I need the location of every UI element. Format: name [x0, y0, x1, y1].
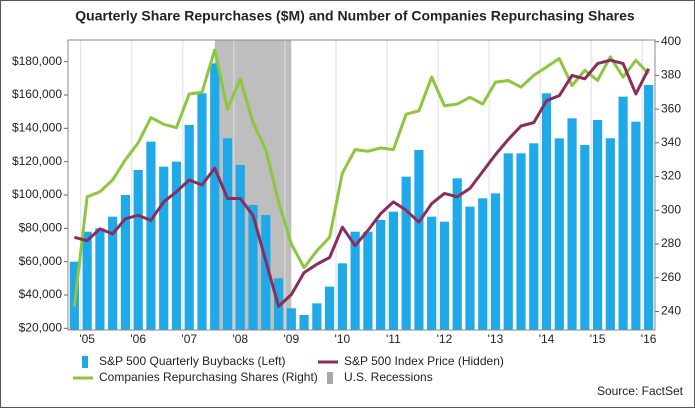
bar: [631, 121, 641, 331]
bar: [363, 231, 373, 330]
y-tick-label: $40,000: [19, 287, 63, 301]
bar: [401, 176, 411, 330]
y2-tick-label: 360: [661, 101, 681, 115]
bar: [478, 198, 488, 330]
y2-tick-label: 380: [661, 68, 681, 82]
y-tick-label: $100,000: [12, 187, 62, 201]
legend-swatch: [82, 356, 88, 368]
bar: [414, 150, 424, 330]
bar: [222, 138, 233, 330]
bar: [388, 211, 398, 330]
bar: [210, 63, 220, 330]
bar: [159, 166, 169, 330]
bar: [580, 145, 590, 330]
bar: [516, 153, 526, 330]
y2-tick-label: 260: [661, 270, 681, 284]
line: [72, 48, 650, 307]
y-tick-label: $60,000: [19, 254, 63, 268]
y-tick-label: $180,000: [12, 54, 62, 68]
bar: [350, 231, 360, 330]
legend-label: U.S. Recessions: [344, 370, 433, 384]
y-tick-label: $20,000: [19, 321, 63, 335]
x-tick-label: '06: [130, 332, 146, 346]
bar: [95, 228, 105, 330]
bar: [427, 216, 437, 330]
bar: [299, 315, 309, 330]
bar: [146, 141, 156, 330]
y2-tick-label: 340: [661, 135, 681, 149]
bar: [618, 96, 628, 331]
x-tick-label: '05: [79, 332, 95, 346]
line: [73, 58, 650, 308]
legend-label: Companies Repurchasing Shares (Right): [99, 370, 318, 384]
bar: [465, 206, 475, 330]
x-tick-label: '15: [590, 332, 606, 346]
x-tick-label: '10: [335, 332, 351, 346]
bar: [133, 170, 143, 330]
bar: [325, 286, 335, 330]
x-tick-label: '08: [232, 332, 248, 346]
y2-tick-label: 320: [661, 169, 681, 183]
bar: [592, 120, 603, 330]
y2-tick-label: 240: [661, 304, 681, 318]
y-tick-label: $80,000: [19, 221, 63, 235]
bar: [120, 195, 131, 330]
bar: [439, 221, 450, 330]
bar: [503, 153, 513, 330]
y2-tick-label: 300: [661, 202, 681, 216]
bar: [286, 308, 296, 330]
bar: [452, 178, 462, 330]
bar: [235, 165, 245, 330]
y-tick-label: $160,000: [12, 87, 62, 101]
bar: [567, 118, 577, 330]
bar: [171, 161, 182, 330]
bar: [248, 205, 258, 330]
bar: [376, 220, 386, 330]
bar: [312, 303, 322, 330]
bar: [644, 85, 654, 330]
plot-frame: [67, 39, 656, 331]
x-tick-label: '07: [181, 332, 197, 346]
y-tick-label: $140,000: [12, 121, 62, 135]
bar: [554, 138, 564, 330]
chart-title: Quarterly Share Repurchases ($M) and Num…: [75, 8, 635, 24]
y2-tick-label: 400: [661, 34, 681, 48]
bar: [541, 93, 552, 330]
x-tick-label: '12: [437, 332, 453, 346]
bar: [529, 143, 539, 330]
x-tick-label: '16: [641, 332, 657, 346]
bar: [82, 231, 92, 330]
x-tick-label: '13: [488, 332, 504, 346]
bar: [197, 93, 207, 330]
legend-label: S&P 500 Quarterly Buybacks (Left): [99, 354, 286, 368]
bar: [261, 215, 271, 330]
x-tick-label: '09: [283, 332, 299, 346]
y2-tick-label: 280: [661, 236, 681, 250]
bar: [605, 138, 615, 330]
bar: [490, 193, 501, 330]
legend-label: S&P 500 Index Price (Hidden): [344, 354, 504, 368]
x-tick-label: '11: [386, 332, 401, 346]
source: Source: FactSet: [597, 384, 684, 398]
bar: [184, 125, 194, 330]
x-tick-label: '14: [539, 332, 555, 346]
bar: [337, 263, 347, 330]
bar: [108, 216, 118, 330]
y-tick-label: $120,000: [12, 154, 62, 168]
legend-swatch: [327, 372, 333, 384]
